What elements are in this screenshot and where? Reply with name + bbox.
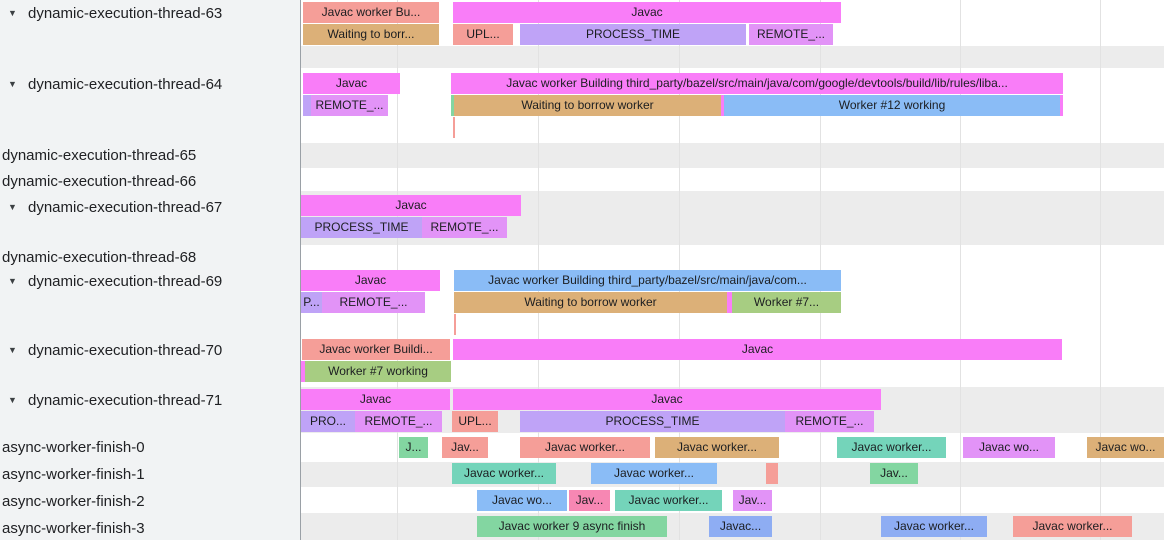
timeline-slice[interactable]: Javac wo... (1087, 437, 1164, 458)
timeline-slice[interactable]: Javac (453, 389, 881, 410)
timeline-slice[interactable]: Javac (301, 195, 521, 216)
track-background-band (301, 168, 1164, 191)
sidebar-track[interactable]: ▼ dynamic-execution-thread-64 (0, 73, 300, 95)
time-gridline (1100, 0, 1101, 540)
timeline-slice[interactable]: REMOTE_... (422, 217, 507, 238)
timeline-slice[interactable]: Javac worker... (452, 463, 556, 484)
timeline-slice[interactable]: Worker #12 working (724, 95, 1060, 116)
track-background-band (301, 46, 1164, 68)
track-background-band (301, 462, 1164, 487)
sidebar-track[interactable]: async-worker-finish-1 (0, 463, 300, 485)
timeline-slice[interactable]: Javac (301, 270, 440, 291)
timeline-slice[interactable]: P... (301, 292, 322, 313)
timeline-slice[interactable]: Worker #7... (732, 292, 841, 313)
timeline-slice[interactable]: REMOTE_... (355, 411, 442, 432)
track-label: dynamic-execution-thread-65 (2, 146, 197, 164)
timeline-slice[interactable]: J... (399, 437, 428, 458)
timeline-slice[interactable]: UPL... (453, 24, 513, 45)
timeline-slice[interactable]: Javac worker Building third_party/bazel/… (451, 73, 1063, 94)
timeline-slice[interactable]: UPL... (452, 411, 498, 432)
timeline-slice[interactable]: Waiting to borrow worker (454, 95, 721, 116)
timeline-slice[interactable] (453, 117, 455, 138)
timeline-slice[interactable]: Waiting to borrow worker (454, 292, 727, 313)
sidebar-track[interactable]: dynamic-execution-thread-65 (0, 144, 300, 166)
sidebar-track[interactable]: ▼ dynamic-execution-thread-63 (0, 2, 300, 24)
timeline-slice[interactable]: Javac wo... (477, 490, 567, 511)
timeline-slice[interactable] (1060, 95, 1063, 116)
timeline-slice[interactable]: Jav... (442, 437, 488, 458)
expander-icon[interactable]: ▼ (8, 8, 17, 18)
track-label: dynamic-execution-thread-67 (28, 198, 223, 216)
track-label: dynamic-execution-thread-64 (28, 75, 223, 93)
sidebar-track[interactable]: ▼ dynamic-execution-thread-71 (0, 389, 300, 411)
timeline-slice[interactable] (301, 361, 305, 382)
timeline-slice[interactable]: Javac worker 9 async finish (477, 516, 667, 537)
timeline-slice[interactable]: Javac worker Bu... (303, 2, 439, 23)
track-label: async-worker-finish-0 (2, 438, 145, 456)
sidebar-track[interactable]: async-worker-finish-2 (0, 490, 300, 512)
track-sidebar: ▼ dynamic-execution-thread-63 ▼ dynamic-exe… (0, 0, 301, 540)
timeline-slice[interactable]: PROCESS_TIME (520, 24, 746, 45)
timeline-slice[interactable]: Javac (453, 2, 841, 23)
track-label: async-worker-finish-1 (2, 465, 145, 483)
timeline-slice[interactable]: Jav... (569, 490, 610, 511)
timeline-slice[interactable]: PROCESS_TIME (301, 217, 422, 238)
timeline-slice[interactable] (303, 95, 311, 116)
timeline-slice[interactable]: REMOTE_... (749, 24, 833, 45)
track-label: dynamic-execution-thread-69 (28, 272, 223, 290)
timeline-slice[interactable] (451, 95, 454, 116)
timeline-slice[interactable]: Javac worker... (615, 490, 722, 511)
sidebar-track[interactable]: async-worker-finish-3 (0, 517, 300, 539)
timeline-slice[interactable]: Javac... (709, 516, 772, 537)
timeline-slice[interactable]: Javac worker... (1013, 516, 1132, 537)
timeline-slice[interactable]: Javac worker... (837, 437, 946, 458)
sidebar-track[interactable]: ▼ dynamic-execution-thread-67 (0, 196, 300, 218)
timeline-slice[interactable] (454, 314, 456, 335)
timeline-slice[interactable]: PRO... (301, 411, 355, 432)
expander-icon[interactable]: ▼ (8, 202, 17, 212)
expander-icon[interactable]: ▼ (8, 345, 17, 355)
timeline-slice[interactable]: Javac worker... (520, 437, 650, 458)
track-label: dynamic-execution-thread-71 (28, 391, 223, 409)
timeline-slice[interactable]: Worker #7 working (305, 361, 451, 382)
track-background-band (301, 143, 1164, 168)
time-gridline (960, 0, 961, 540)
timeline-slice[interactable]: Javac worker Buildi... (302, 339, 450, 360)
expander-icon[interactable]: ▼ (8, 79, 17, 89)
timeline-slice[interactable]: Jav... (870, 463, 918, 484)
timeline-slice[interactable] (721, 95, 724, 116)
timeline-slice[interactable] (727, 292, 732, 313)
timeline-slice[interactable]: REMOTE_... (311, 95, 388, 116)
timeline-slice[interactable] (766, 463, 778, 484)
sidebar-track[interactable]: ▼ dynamic-execution-thread-70 (0, 339, 300, 361)
sidebar-track[interactable]: ▼ dynamic-execution-thread-69 (0, 270, 300, 292)
timeline-slice[interactable]: Waiting to borr... (303, 24, 439, 45)
track-label: dynamic-execution-thread-66 (2, 172, 197, 190)
expander-icon[interactable]: ▼ (8, 276, 17, 286)
timeline-slice[interactable]: Javac (303, 73, 400, 94)
track-label: async-worker-finish-2 (2, 492, 145, 510)
track-label: dynamic-execution-thread-68 (2, 248, 197, 266)
track-label: dynamic-execution-thread-70 (28, 341, 223, 359)
timeline-slice[interactable]: REMOTE_... (785, 411, 874, 432)
expander-icon[interactable]: ▼ (8, 395, 17, 405)
timeline-slice[interactable]: Javac worker... (655, 437, 779, 458)
sidebar-track[interactable]: dynamic-execution-thread-66 (0, 170, 300, 192)
timeline-slice[interactable]: Javac (301, 389, 450, 410)
timeline-slice[interactable]: Javac (453, 339, 1062, 360)
timeline-slice[interactable]: PROCESS_TIME (520, 411, 785, 432)
timeline-slice[interactable]: REMOTE_... (322, 292, 425, 313)
timeline-slice[interactable]: Javac worker... (881, 516, 987, 537)
sidebar-track[interactable]: async-worker-finish-0 (0, 436, 300, 458)
timeline-slice[interactable]: Javac wo... (963, 437, 1055, 458)
timeline-slice[interactable]: Jav... (733, 490, 772, 511)
track-label: async-worker-finish-3 (2, 519, 145, 537)
sidebar-track[interactable]: dynamic-execution-thread-68 (0, 246, 300, 268)
timeline-slice[interactable]: Javac worker Building third_party/bazel/… (454, 270, 841, 291)
timeline-slice[interactable]: Javac worker... (591, 463, 717, 484)
track-label: dynamic-execution-thread-63 (28, 4, 223, 22)
track-background-band (301, 487, 1164, 513)
